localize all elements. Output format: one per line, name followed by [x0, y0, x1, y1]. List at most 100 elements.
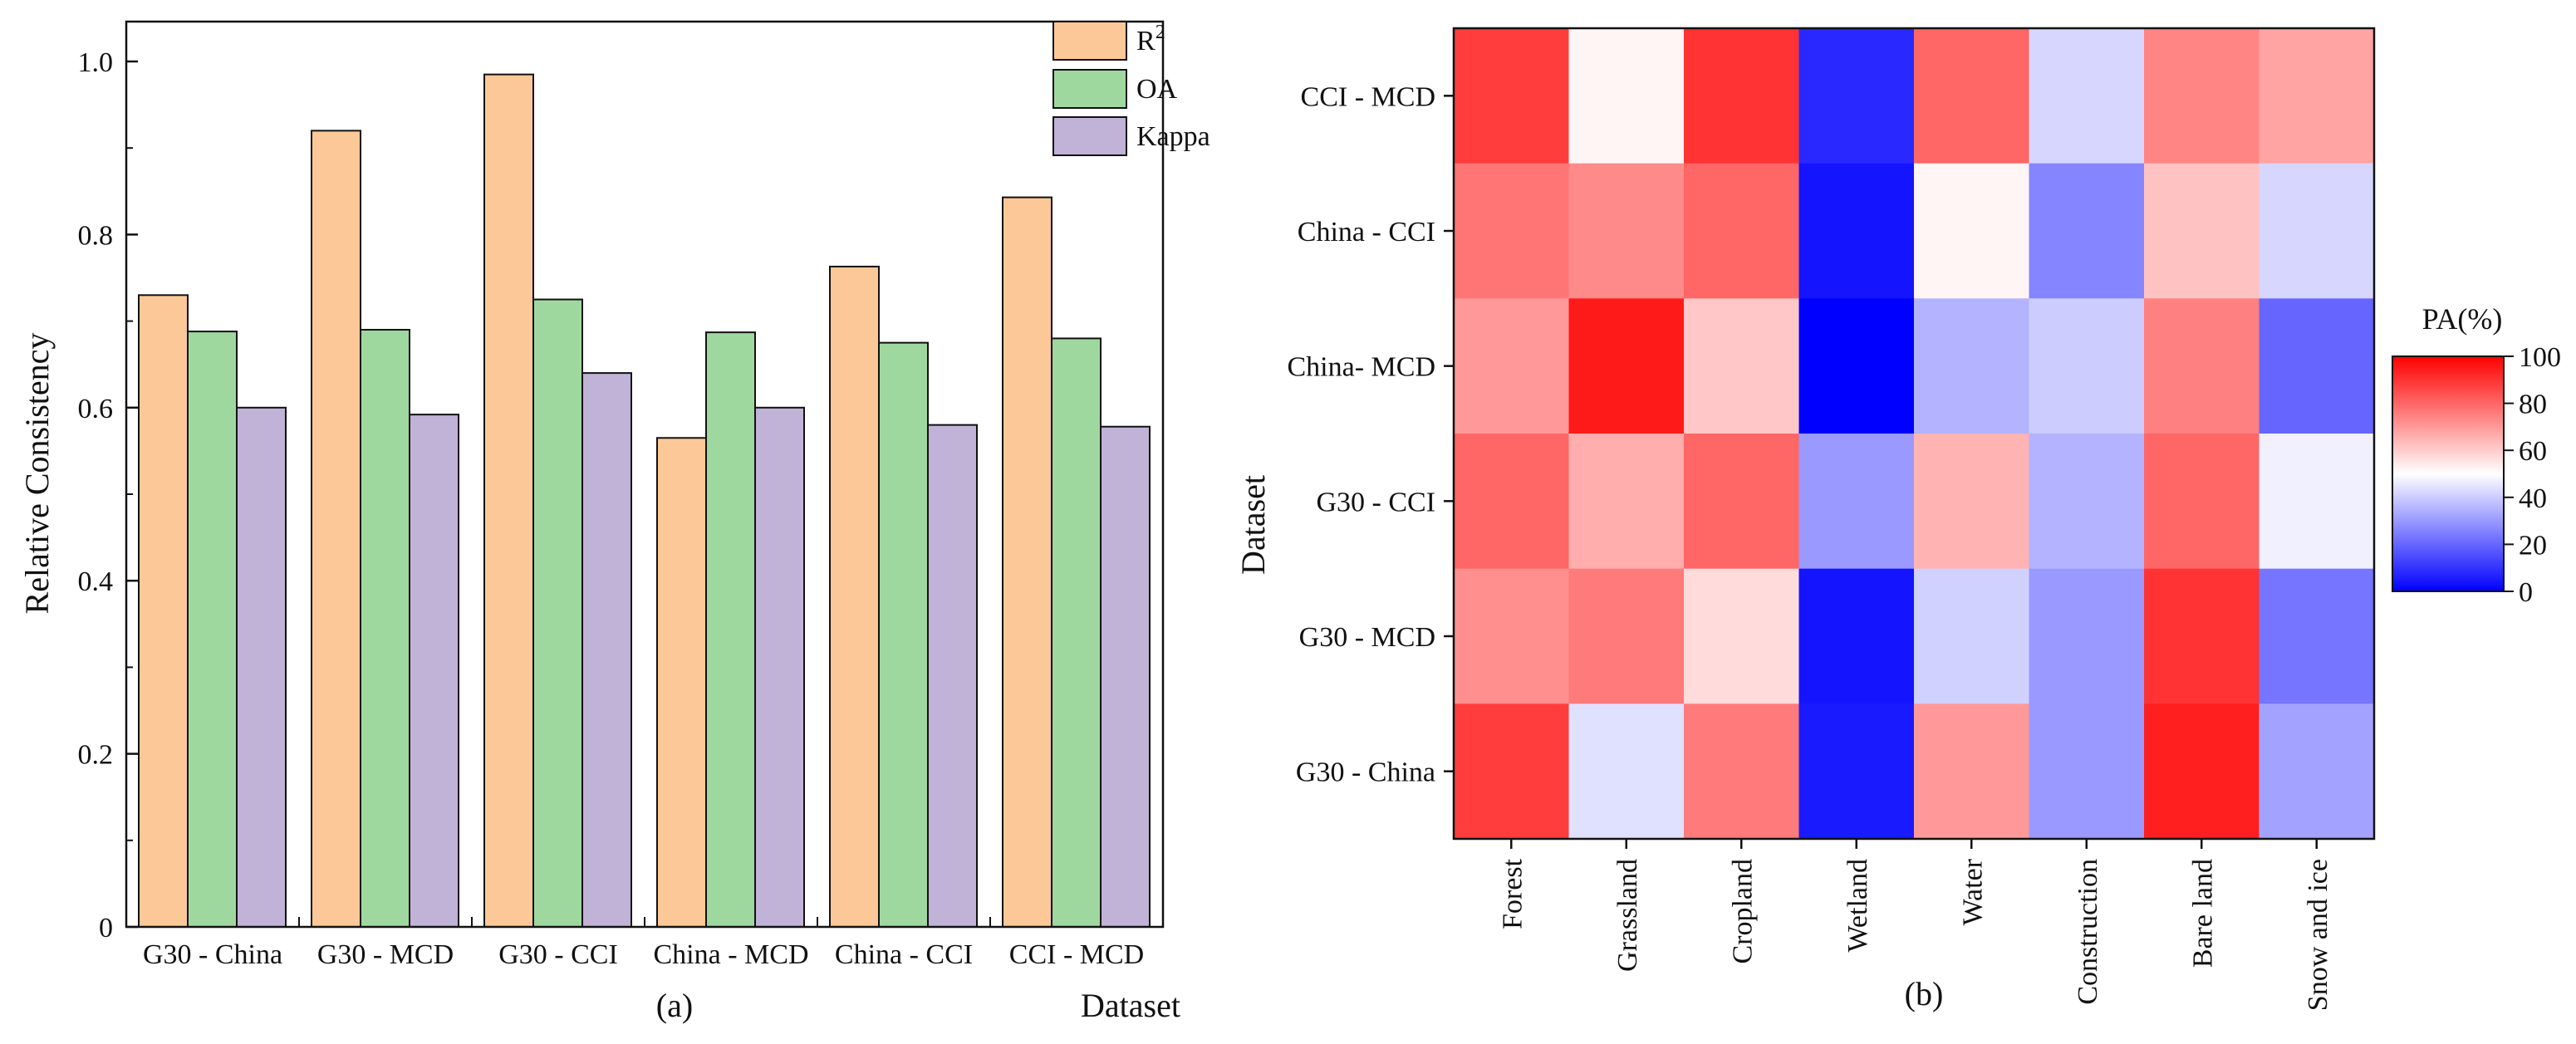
heatmap-cell-2-3	[1798, 298, 1915, 434]
bar-r2-5	[1002, 196, 1052, 928]
heatmap-cell-2-6	[2144, 298, 2260, 434]
heatmap-cell-3-0	[1454, 434, 1569, 570]
panel-label-b: (b)	[1905, 975, 1944, 1012]
heatmap-cells	[1454, 28, 2375, 840]
bar-oa-1	[360, 329, 410, 928]
heatmap-x-tick-label: Bare land	[2187, 859, 2218, 968]
heatmap-cell-4-7	[2259, 568, 2375, 704]
x-tick-label: G30 - China	[143, 939, 282, 970]
bar-chart-legend: R2 OA Kappa	[1052, 21, 1210, 156]
colorbar-tick-label: 0	[2519, 577, 2533, 608]
x-tick-label: China - CCI	[835, 939, 973, 970]
heatmap-cell-0-1	[1568, 28, 1685, 164]
heatmap-cell-1-0	[1454, 163, 1569, 299]
bar-kappa-5	[1100, 425, 1151, 928]
heatmap-cell-1-7	[2259, 163, 2375, 299]
colorbar-tick-label: 100	[2519, 342, 2561, 373]
heatmap-cell-4-5	[2029, 568, 2145, 704]
heatmap-cell-3-6	[2144, 434, 2260, 570]
bar-chart-ylabel: Relative Consistency	[18, 333, 56, 615]
heatmap-cell-4-4	[1914, 568, 2029, 704]
heatmap-cell-1-6	[2144, 163, 2260, 299]
heatmap-cell-4-2	[1684, 568, 1799, 704]
bar-oa-3	[705, 331, 756, 928]
heatmap-y-tick-label: G30 - China	[1296, 757, 1435, 788]
bar-oa-5	[1051, 337, 1102, 928]
heatmap-cell-2-4	[1914, 298, 2029, 434]
heatmap-x-tick-label: Water	[1957, 858, 1988, 925]
heatmap-x-tick-label: Forest	[1497, 858, 1528, 929]
bar-chart-panel: G30 - China G30 - MCD G30 - CCI China - MCD…	[18, 20, 1210, 1024]
heatmap-cell-5-7	[2259, 703, 2375, 840]
heatmap-cell-5-6	[2144, 703, 2260, 840]
heatmap-cell-5-0	[1454, 703, 1569, 840]
heatmap-x-tick-label: Snow and ice	[2303, 859, 2333, 1011]
colorbar-tick-label: 40	[2519, 483, 2547, 514]
bar-kappa-3	[754, 406, 805, 928]
heatmap-cell-0-2	[1684, 28, 1799, 164]
heatmap-cell-2-5	[2029, 298, 2145, 434]
heatmap-x-tick-label: Cropland	[1727, 859, 1758, 964]
bar-marks	[138, 73, 1151, 929]
heatmap-ylabel: Dataset	[1234, 475, 1272, 575]
heatmap-cell-0-7	[2259, 28, 2375, 164]
bar-oa-4	[878, 341, 929, 928]
heatmap-cell-5-2	[1684, 703, 1799, 840]
heatmap-cell-0-6	[2144, 28, 2260, 164]
heatmap-cell-1-2	[1684, 163, 1799, 299]
heatmap-y-tick-label: CCI - MCD	[1301, 81, 1435, 112]
heatmap-cell-2-1	[1568, 298, 1685, 434]
bar-r2-3	[656, 437, 707, 928]
bar-chart-axes: G30 - China G30 - MCD G30 - CCI China - MCD…	[78, 20, 1165, 970]
y-tick-label: 0.2	[78, 740, 114, 771]
bar-oa-2	[532, 298, 583, 928]
heatmap-cell-5-4	[1914, 703, 2029, 840]
heatmap-cell-1-4	[1914, 163, 2029, 299]
bar-chart-xlabel: Dataset	[1081, 987, 1180, 1024]
colorbar-title: PA(%)	[2422, 302, 2503, 336]
bar-oa-0	[187, 331, 238, 928]
legend-label-r2: R2	[1136, 22, 1165, 56]
heatmap-cell-3-5	[2029, 434, 2145, 570]
heatmap-axes: CCI - MCD China - CCI China- MCD G30 - CCI G…	[1288, 27, 2376, 1011]
x-tick-label: China - MCD	[654, 939, 809, 970]
bar-kappa-4	[927, 424, 978, 928]
heatmap-x-tick-label: Construction	[2073, 859, 2103, 1005]
heatmap-cell-2-2	[1684, 298, 1799, 434]
heatmap-cell-3-1	[1568, 434, 1685, 570]
y-tick-label: 0	[99, 913, 113, 944]
heatmap-cell-2-0	[1454, 298, 1569, 434]
heatmap-cell-0-4	[1914, 28, 2029, 164]
heatmap-cell-0-5	[2029, 28, 2145, 164]
colorbar-tick-label: 20	[2519, 530, 2547, 561]
legend-label-oa: OA	[1136, 74, 1178, 105]
heatmap-cell-4-3	[1798, 568, 1915, 704]
heatmap-cell-4-6	[2144, 568, 2260, 704]
colorbar-gradient	[2392, 355, 2505, 592]
y-tick-label: 0.6	[78, 394, 114, 424]
heatmap-cell-1-1	[1568, 163, 1685, 299]
heatmap-cell-1-5	[2029, 163, 2145, 299]
bar-kappa-1	[409, 414, 459, 928]
x-tick-label: CCI - MCD	[1009, 939, 1144, 970]
colorbar-tick-label: 60	[2519, 436, 2547, 467]
y-tick-label: 1.0	[78, 47, 114, 78]
heatmap-x-tick-label: Grassland	[1612, 859, 1643, 972]
colorbar: PA(%) 0 20 40 60 80 100	[2392, 302, 2561, 608]
x-tick-label: G30 - MCD	[317, 939, 454, 970]
heatmap-y-tick-label: G30 - MCD	[1299, 622, 1435, 653]
bar-r2-0	[138, 294, 189, 928]
bar-kappa-2	[581, 372, 632, 928]
bar-r2-2	[483, 73, 534, 928]
heatmap-y-tick-label: China - CCI	[1298, 217, 1435, 248]
heatmap-cell-2-7	[2259, 298, 2375, 434]
bar-r2-1	[311, 130, 361, 929]
heatmap-cell-0-3	[1798, 28, 1915, 164]
heatmap-cell-5-1	[1568, 703, 1685, 840]
legend-swatch-r2	[1052, 21, 1127, 61]
heatmap-cell-0-0	[1454, 28, 1569, 164]
heatmap-cell-5-5	[2029, 703, 2145, 840]
legend-swatch-kappa	[1052, 116, 1127, 156]
heatmap-frame	[1452, 27, 2376, 841]
